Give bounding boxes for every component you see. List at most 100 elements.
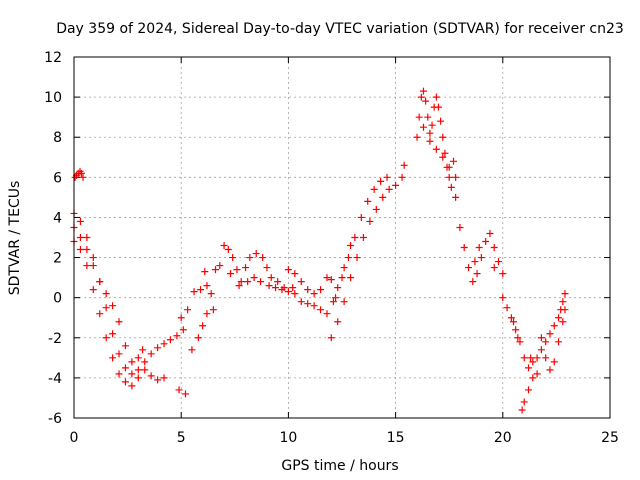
data-point [134, 366, 142, 374]
data-point [102, 304, 110, 312]
data-point [224, 246, 232, 254]
data-point [83, 246, 91, 254]
data-point [561, 290, 569, 298]
data-point [426, 137, 434, 145]
y-tick-labels: -6 -4 -2 0 2 4 6 8 10 12 [44, 50, 62, 427]
data-point [109, 330, 117, 338]
data-point [426, 129, 434, 137]
data-point [233, 266, 241, 274]
series-sparse-05-07 [175, 262, 224, 398]
x-tick-label: 0 [70, 430, 79, 446]
data-point [252, 250, 260, 258]
data-point [441, 149, 449, 157]
data-point [357, 213, 365, 221]
data-point [134, 374, 142, 382]
data-point [514, 334, 522, 342]
data-point [471, 258, 479, 266]
data-point [537, 346, 545, 354]
data-point [323, 274, 331, 282]
data-point [546, 366, 554, 374]
data-point [447, 183, 455, 191]
y-tick-label: 2 [53, 251, 62, 267]
data-point [216, 262, 224, 270]
data-point [203, 310, 211, 318]
data-point [359, 234, 367, 241]
data-point [109, 354, 117, 362]
data-point [340, 264, 348, 272]
data-point [128, 358, 136, 366]
data-point [201, 268, 209, 276]
data-point [555, 314, 563, 322]
data-points [70, 87, 569, 414]
data-point [304, 300, 312, 308]
axis-ticks [73, 56, 611, 419]
data-point [518, 406, 526, 414]
data-point [486, 229, 494, 237]
data-point [392, 181, 400, 189]
data-point [289, 284, 297, 292]
data-point [89, 262, 97, 270]
data-point [173, 332, 181, 340]
data-point [525, 364, 533, 372]
y-tick-label: 4 [53, 210, 62, 226]
data-point [327, 276, 335, 284]
data-point [181, 390, 189, 398]
data-point [284, 288, 292, 296]
data-point [160, 374, 168, 382]
y-axis-label: SDTVAR / TECUs [7, 181, 23, 296]
data-point [550, 322, 558, 330]
data-point [338, 274, 346, 282]
data-point [434, 103, 442, 111]
data-point [109, 302, 117, 310]
data-point [317, 306, 325, 314]
data-point [542, 338, 550, 346]
data-point [529, 358, 537, 366]
data-point [263, 264, 271, 272]
data-point [267, 274, 275, 282]
data-point [400, 161, 408, 169]
data-point [334, 318, 342, 326]
y-tick-label: -4 [48, 371, 62, 387]
data-point [310, 290, 318, 298]
data-point [76, 217, 84, 225]
data-point [510, 318, 518, 326]
series-loops-10-12 [284, 266, 342, 318]
data-point [379, 193, 387, 201]
data-point [259, 254, 267, 262]
data-point [78, 169, 86, 177]
data-point [235, 282, 243, 290]
data-point [304, 286, 312, 294]
data-point [83, 262, 91, 270]
data-point [297, 278, 305, 286]
data-point [495, 258, 503, 266]
data-point [456, 223, 464, 231]
x-tick-label: 15 [387, 430, 405, 446]
data-point [529, 374, 537, 382]
data-point [533, 370, 541, 378]
series-rise-12-15 [327, 161, 408, 342]
data-point [512, 326, 520, 334]
x-tick-label: 5 [177, 430, 186, 446]
data-point [464, 264, 472, 272]
data-point [477, 254, 485, 262]
data-point [419, 87, 427, 95]
data-point [417, 93, 425, 101]
data-point [89, 254, 97, 262]
data-point [370, 185, 378, 193]
data-point [154, 344, 162, 352]
data-point [428, 121, 436, 129]
data-point [237, 278, 245, 286]
data-point [141, 366, 149, 374]
data-point [115, 350, 123, 358]
data-point [445, 163, 453, 171]
series-recovery-21-23 [533, 290, 569, 374]
data-point [559, 318, 567, 326]
data-point [147, 372, 155, 380]
y-tick-label: 10 [44, 90, 62, 106]
data-point [128, 382, 136, 390]
data-point [413, 133, 421, 141]
data-point [437, 117, 445, 125]
data-point [147, 350, 155, 358]
data-point [422, 97, 430, 105]
